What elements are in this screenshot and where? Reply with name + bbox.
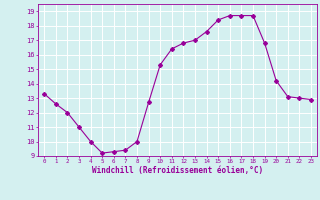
- X-axis label: Windchill (Refroidissement éolien,°C): Windchill (Refroidissement éolien,°C): [92, 166, 263, 175]
